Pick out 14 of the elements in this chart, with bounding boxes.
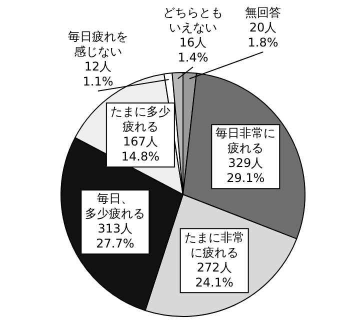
- slice-label: 毎日非常に疲れる: [216, 126, 276, 156]
- slice-label: 毎日、多少疲れる: [85, 192, 146, 221]
- slice-label: どちらともいえない: [163, 6, 223, 35]
- data-label: 272人 24.1%: [195, 260, 234, 290]
- data-label: 329人 29.1%: [226, 156, 265, 186]
- data-label: 167人 14.8%: [121, 134, 160, 164]
- slice-label: たまに多少疲れる: [110, 104, 170, 134]
- data-label: 20人 1.8%: [248, 20, 278, 50]
- slice-label: たまに非常に疲れる: [184, 230, 244, 260]
- data-label: 313人 27.7%: [96, 222, 134, 251]
- slice-label: 毎日疲れを感じない: [68, 30, 128, 59]
- data-label: 16人 1.4%: [178, 36, 208, 65]
- slice-label: 無回答: [245, 6, 281, 20]
- data-label: 12人 1.1%: [82, 60, 114, 89]
